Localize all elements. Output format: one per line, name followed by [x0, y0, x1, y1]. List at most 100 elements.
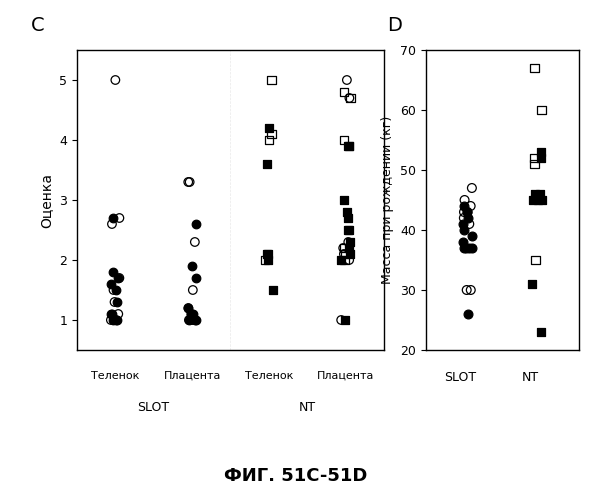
- Point: [467, 232, 476, 240]
- Point: [340, 256, 349, 264]
- Point: [535, 190, 545, 198]
- Text: NT: NT: [522, 371, 539, 384]
- Point: [111, 316, 121, 324]
- Point: [107, 280, 116, 288]
- Point: [459, 226, 469, 234]
- Point: [344, 142, 353, 150]
- Point: [184, 316, 194, 324]
- Point: [530, 160, 539, 168]
- Point: [531, 256, 541, 264]
- Point: [342, 208, 352, 216]
- Point: [115, 274, 124, 282]
- Point: [339, 250, 349, 258]
- Point: [110, 298, 119, 306]
- Point: [184, 316, 194, 324]
- Point: [462, 286, 472, 294]
- Point: [345, 250, 355, 258]
- Point: [458, 220, 467, 228]
- Point: [190, 316, 200, 324]
- Point: [263, 160, 272, 168]
- Text: NT: NT: [299, 401, 316, 414]
- Point: [269, 286, 278, 294]
- Point: [267, 130, 277, 138]
- Point: [530, 190, 540, 198]
- Text: Плацента: Плацента: [317, 371, 375, 381]
- Point: [191, 316, 200, 324]
- Point: [115, 214, 124, 222]
- Point: [108, 214, 118, 222]
- Point: [336, 316, 346, 324]
- Point: [113, 298, 122, 306]
- Point: [465, 220, 474, 228]
- Point: [464, 244, 473, 252]
- Point: [528, 196, 538, 204]
- Text: C: C: [31, 16, 44, 35]
- Point: [263, 256, 272, 264]
- Point: [109, 286, 118, 294]
- Point: [191, 220, 201, 228]
- Point: [191, 274, 201, 282]
- Text: Теленок: Теленок: [91, 371, 139, 381]
- Point: [339, 244, 348, 252]
- Point: [264, 136, 274, 144]
- Text: SLOT: SLOT: [138, 401, 170, 414]
- Point: [340, 250, 350, 258]
- Point: [339, 88, 349, 96]
- Point: [260, 256, 269, 264]
- Point: [111, 76, 120, 84]
- Point: [111, 316, 121, 324]
- Point: [345, 94, 354, 102]
- Point: [460, 196, 469, 204]
- Y-axis label: Масса при рождении (кг): Масса при рождении (кг): [381, 116, 394, 284]
- Point: [109, 268, 118, 276]
- Point: [190, 238, 200, 246]
- Point: [343, 238, 353, 246]
- Text: ФИГ. 51C-51D: ФИГ. 51C-51D: [224, 467, 367, 485]
- Point: [113, 274, 123, 282]
- Point: [113, 310, 123, 318]
- Point: [263, 250, 272, 258]
- Point: [187, 262, 197, 270]
- Point: [189, 310, 198, 318]
- Point: [183, 304, 193, 312]
- Point: [110, 316, 119, 324]
- Text: SLOT: SLOT: [444, 371, 476, 384]
- Point: [106, 316, 116, 324]
- Point: [462, 244, 471, 252]
- Point: [537, 196, 546, 204]
- Point: [536, 154, 545, 162]
- Point: [107, 220, 116, 228]
- Point: [467, 184, 476, 192]
- Point: [528, 280, 537, 288]
- Point: [345, 256, 354, 264]
- Point: [463, 208, 472, 216]
- Y-axis label: Оценка: Оценка: [40, 172, 54, 228]
- Point: [466, 286, 476, 294]
- Point: [464, 214, 473, 222]
- Point: [459, 202, 469, 210]
- Point: [262, 250, 272, 258]
- Point: [537, 328, 546, 336]
- Point: [466, 202, 475, 210]
- Point: [184, 178, 193, 186]
- Point: [463, 208, 472, 216]
- Point: [459, 208, 469, 216]
- Point: [340, 244, 349, 252]
- Point: [187, 310, 196, 318]
- Text: Плацента: Плацента: [163, 371, 221, 381]
- Point: [459, 238, 468, 246]
- Point: [343, 214, 353, 222]
- Point: [345, 142, 354, 150]
- Point: [184, 304, 193, 312]
- Point: [534, 196, 543, 204]
- Point: [339, 196, 349, 204]
- Point: [530, 64, 540, 72]
- Point: [345, 226, 354, 234]
- Point: [463, 310, 472, 318]
- Point: [340, 316, 350, 324]
- Point: [339, 136, 349, 144]
- Point: [188, 286, 197, 294]
- Point: [345, 244, 354, 252]
- Point: [536, 148, 545, 156]
- Text: Теленок: Теленок: [245, 371, 293, 381]
